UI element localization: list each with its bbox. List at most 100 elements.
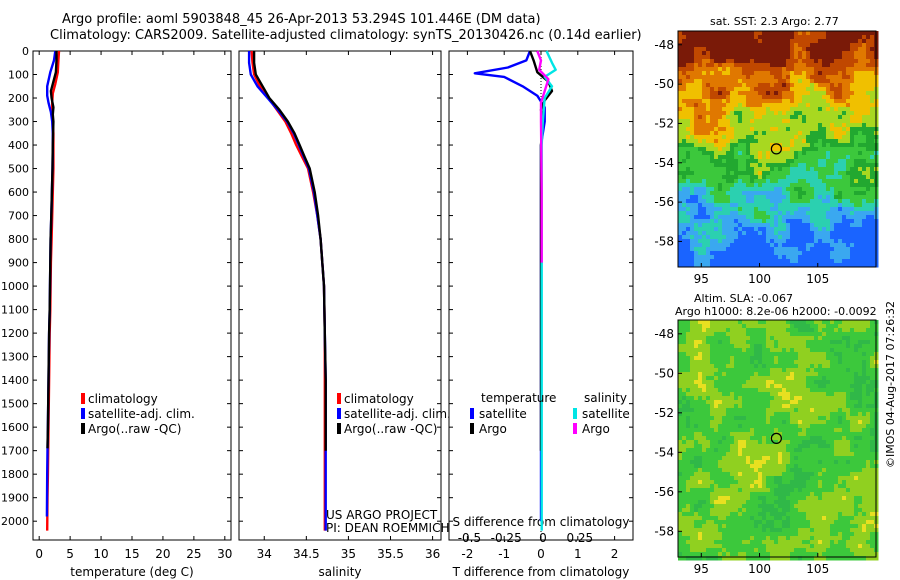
map-cell xyxy=(766,552,771,557)
map-cell xyxy=(834,179,839,184)
map-cell xyxy=(698,135,703,140)
map-cell xyxy=(838,143,843,148)
map-cell xyxy=(810,255,815,260)
map-cell xyxy=(718,428,723,433)
map-cell xyxy=(682,115,687,120)
map-cell xyxy=(778,119,783,124)
map-cell xyxy=(730,167,735,172)
map-cell xyxy=(722,75,727,80)
map-cell xyxy=(714,520,719,525)
map-cell xyxy=(730,263,735,268)
map-cell xyxy=(686,95,691,100)
map-cell xyxy=(690,328,695,333)
map-cell xyxy=(794,388,799,393)
map-cell xyxy=(858,263,863,268)
map-cell xyxy=(710,167,715,172)
map-cell xyxy=(694,123,699,128)
map-cell xyxy=(818,35,823,40)
map-cell xyxy=(734,147,739,152)
map-cell xyxy=(734,496,739,501)
map-cell xyxy=(754,504,759,509)
map-cell xyxy=(702,552,707,557)
map-cell xyxy=(694,75,699,80)
map-cell xyxy=(806,444,811,449)
map-cell xyxy=(690,215,695,220)
map-cell xyxy=(826,87,831,92)
map-cell xyxy=(758,43,763,48)
map-cell xyxy=(842,143,847,148)
map-cell xyxy=(710,107,715,112)
map-cell xyxy=(678,532,683,537)
map-cell xyxy=(814,119,819,124)
map-cell xyxy=(754,219,759,224)
map-cell xyxy=(790,263,795,268)
map-cell xyxy=(742,199,747,204)
map-cell xyxy=(690,103,695,108)
map-cell xyxy=(846,203,851,208)
map-cell xyxy=(694,324,699,329)
map-cell xyxy=(722,528,727,533)
map-cell xyxy=(694,356,699,361)
map-cell xyxy=(830,35,835,40)
map-cell xyxy=(802,372,807,377)
map-cell xyxy=(702,432,707,437)
map-cell xyxy=(850,199,855,204)
map-cell xyxy=(686,103,691,108)
map-cell xyxy=(738,223,743,228)
map-cell xyxy=(694,223,699,228)
map-cell xyxy=(798,436,803,441)
map-cell xyxy=(822,31,827,36)
map-cell xyxy=(722,348,727,353)
map-cell xyxy=(718,67,723,72)
map-cell xyxy=(750,63,755,68)
map-cell xyxy=(854,51,859,56)
map-cell xyxy=(766,211,771,216)
map-cell xyxy=(698,111,703,116)
map-cell xyxy=(706,179,711,184)
map-cell xyxy=(798,428,803,433)
map-cell xyxy=(842,195,847,200)
map-cell xyxy=(762,420,767,425)
map-cell xyxy=(858,99,863,104)
map-cell xyxy=(830,179,835,184)
map-cell xyxy=(814,203,819,208)
map-cell xyxy=(722,203,727,208)
map-cell xyxy=(866,55,871,60)
map-cell xyxy=(730,548,735,553)
map-cell xyxy=(834,171,839,176)
map-cell xyxy=(734,512,739,517)
map-cell xyxy=(694,484,699,489)
map-cell xyxy=(766,75,771,80)
map-cell xyxy=(686,420,691,425)
map-cell xyxy=(870,187,875,192)
map-cell xyxy=(850,239,855,244)
map-cell xyxy=(726,392,731,397)
map-cell xyxy=(694,328,699,333)
map-cell xyxy=(782,211,787,216)
map-cell xyxy=(818,155,823,160)
map-cell xyxy=(730,183,735,188)
map-cell xyxy=(690,552,695,557)
map-cell xyxy=(742,420,747,425)
map-cell xyxy=(762,127,767,132)
map-cell xyxy=(802,400,807,405)
map-cell xyxy=(758,155,763,160)
map-cell xyxy=(746,95,751,100)
map-cell xyxy=(706,223,711,228)
map-cell xyxy=(782,472,787,477)
map-cell xyxy=(726,55,731,60)
map-cell xyxy=(822,195,827,200)
map-cell xyxy=(814,91,819,96)
map-cell xyxy=(686,91,691,96)
map-cell xyxy=(854,147,859,152)
map-cell xyxy=(694,352,699,357)
map-cell xyxy=(814,187,819,192)
map-cell xyxy=(758,231,763,236)
map-cell xyxy=(718,376,723,381)
map-cell xyxy=(834,151,839,156)
map-cell xyxy=(738,87,743,92)
map-cell xyxy=(758,360,763,365)
map-cell xyxy=(778,436,783,441)
map-cell xyxy=(858,79,863,84)
map-cell xyxy=(822,39,827,44)
